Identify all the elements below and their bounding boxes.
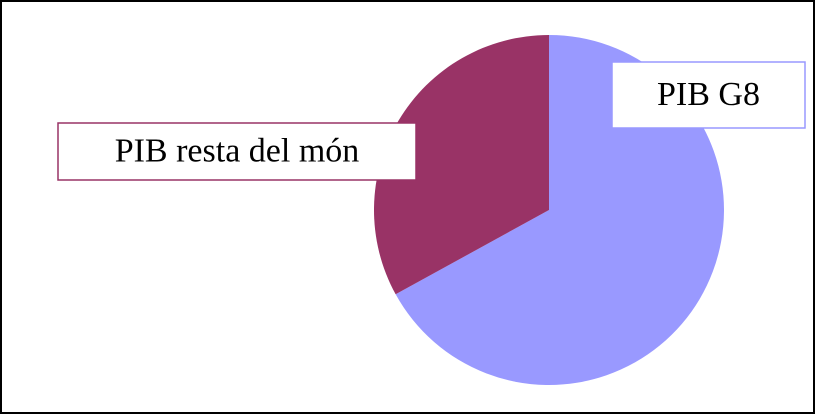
pie-slice bbox=[374, 35, 549, 295]
label-box bbox=[611, 61, 806, 129]
slice-label: PIB G8 bbox=[657, 76, 760, 113]
slice-label: PIB resta del món bbox=[115, 132, 360, 169]
label-box bbox=[57, 122, 417, 181]
